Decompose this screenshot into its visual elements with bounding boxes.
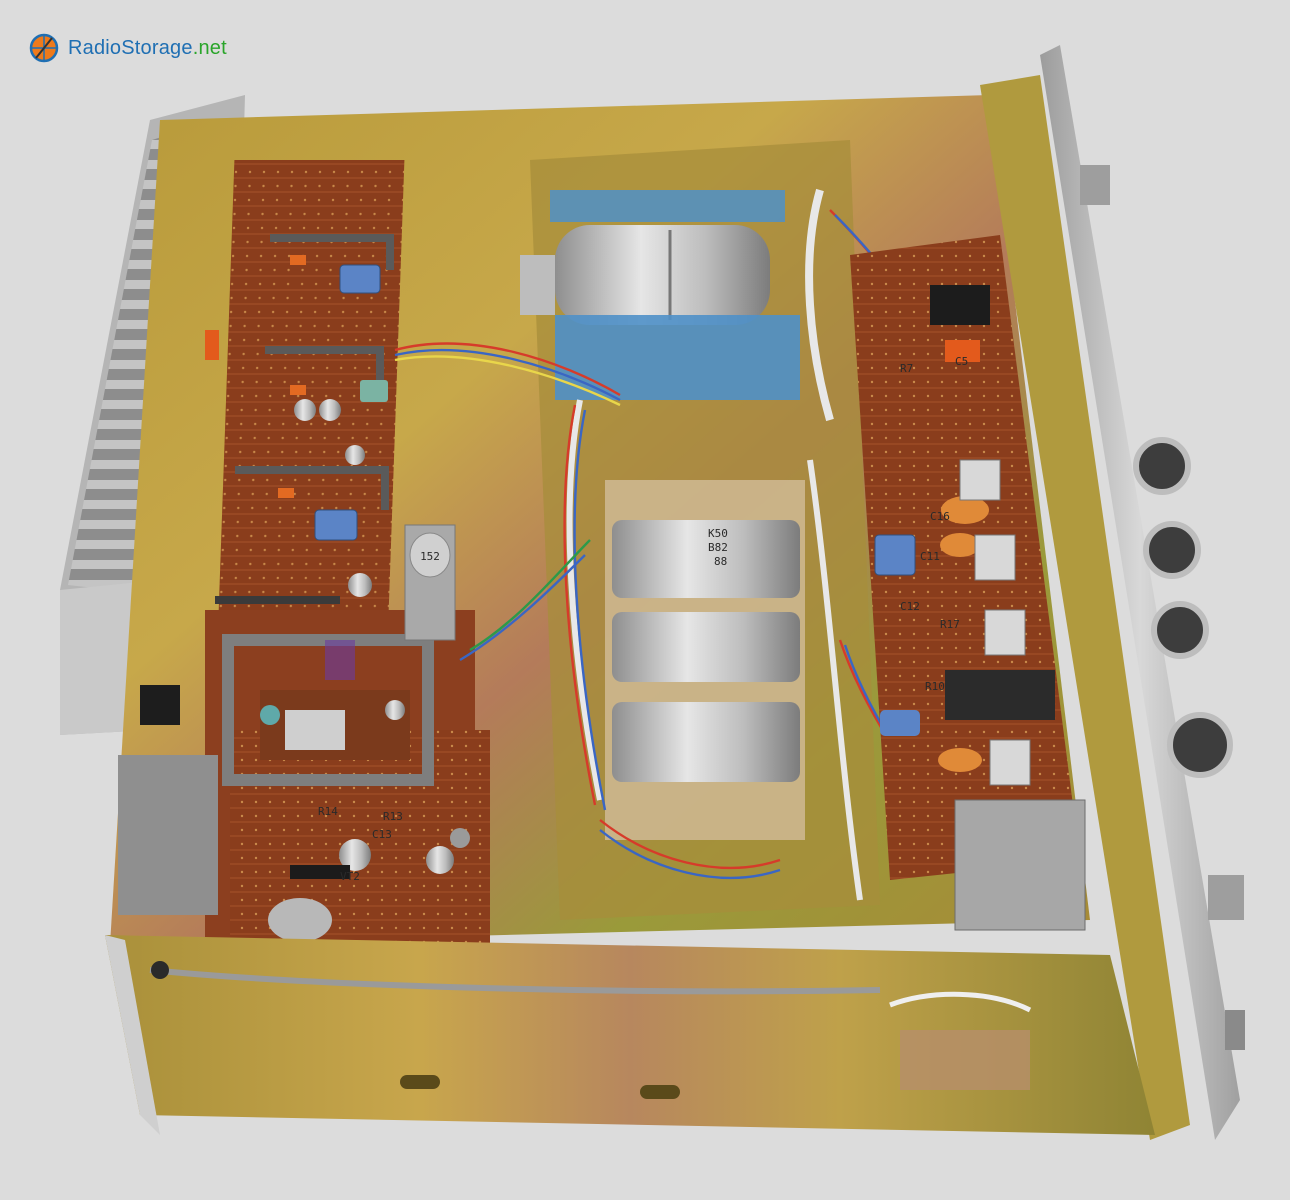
power-cord-grommet <box>140 685 180 725</box>
mains-transformer <box>520 190 800 400</box>
preamp-board-lower: R13 C13 VT2 R14 <box>268 805 470 942</box>
logo-brand: RadioStorage <box>68 36 193 59</box>
label-r14: R14 <box>318 805 338 818</box>
front-panel <box>980 45 1245 1140</box>
small-transformer <box>118 755 218 915</box>
label-r13: R13 <box>383 810 403 823</box>
front-jack-1 <box>1133 437 1191 495</box>
cap-label-line1: K50 <box>708 527 728 540</box>
logo-tld: .net <box>192 36 227 59</box>
front-knob <box>1080 165 1110 205</box>
label-c13: C13 <box>372 828 392 841</box>
label-r7: R7 <box>900 362 913 375</box>
front-jack-4 <box>1167 712 1233 778</box>
shield-box <box>222 634 434 786</box>
label-vt2: VT2 <box>340 870 360 883</box>
bottom-rail <box>105 935 1155 1135</box>
logo-globe-icon <box>29 33 59 63</box>
preamp-board-right: R7 C5 C16 C11 C12 R17 R10 <box>850 235 1086 931</box>
cap-label-line2: B82 <box>708 541 728 554</box>
left-bezel <box>105 935 160 1135</box>
wiring-harness <box>394 188 936 901</box>
filter-capacitors: K50 B82 88 <box>605 480 805 840</box>
filter-can: 152 <box>404 524 456 641</box>
cap-label-line3: 88 <box>714 555 727 568</box>
logo-text: RadioStorage.net <box>68 37 227 60</box>
label-c11: C11 <box>920 550 940 563</box>
label-c5: C5 <box>955 355 968 368</box>
label-r17: R17 <box>940 618 960 631</box>
label-r10: R10 <box>925 680 945 693</box>
filter-can-label: 152 <box>420 550 440 563</box>
front-switch <box>1208 875 1244 920</box>
front-jack-3 <box>1151 601 1209 659</box>
front-jack-2 <box>1143 521 1201 579</box>
label-c16: C16 <box>930 510 950 523</box>
label-c12: C12 <box>900 600 920 613</box>
site-logo[interactable]: RadioStorage.net <box>26 30 227 66</box>
